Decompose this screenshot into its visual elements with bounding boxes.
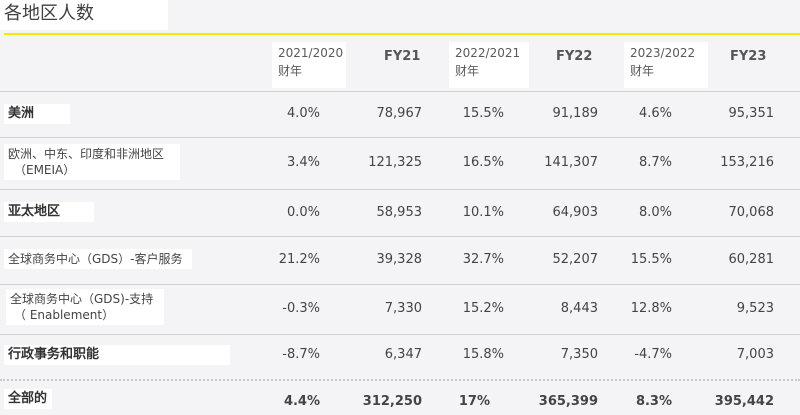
row-separator [0,334,800,335]
header-fy22: FY22 [556,49,593,64]
table-total-row: 全部的 4.4% 312,250 17% 365,399 8.3% 395,44… [0,382,800,415]
row-label: 全球商务中心（GDS）-客户服务 [4,249,192,269]
total-fy21: 312,250 [362,394,422,409]
total-label: 全部的 [4,389,52,409]
row-label: 美洲 [4,104,70,124]
cell-fy23: 70,068 [728,205,775,220]
header-growth-2023-sub: 财年 [630,64,655,78]
cell-growth-2022: 10.1% [462,205,504,220]
total-fy22: 365,399 [538,394,598,409]
header-growth-2021: 2021/2020 财年 [272,42,346,88]
header-growth-2022: 2022/2021 财年 [449,42,529,88]
cell-growth-2023: 12.8% [630,301,672,316]
cell-fy21: 121,325 [368,155,422,170]
row-separator [0,189,800,190]
cell-growth-2023: 8.0% [638,205,672,220]
header-growth-2021-sub: 财年 [278,64,303,78]
row-label: 全球商务中心（GDS)-支持 （ Enablement） [6,289,164,325]
cell-fy22: 91,189 [552,106,599,121]
cell-growth-2021: -0.3% [282,301,320,316]
cell-fy22: 52,207 [552,252,599,267]
row-label-line2: （EMEIA） [14,163,76,177]
header-growth-2021-label: 2021/2020 [278,46,344,60]
cell-growth-2022: 16.5% [462,155,504,170]
table-row: 全球商务中心（GDS)-支持 （ Enablement） -0.3% 7,330… [0,285,800,333]
row-label-line1: 全球商务中心（GDS)-支持 [10,292,154,306]
header-growth-2022-sub: 财年 [455,64,480,78]
cell-fy23: 95,351 [728,106,775,121]
cell-fy22: 7,350 [560,347,598,362]
page-title: 各地区人数 [0,0,168,30]
cell-growth-2021: 3.4% [286,155,320,170]
row-label: 亚太地区 [4,202,94,222]
cell-fy23: 9,523 [736,301,774,316]
row-label-line1: 欧洲、中东、印度和非洲地区 [8,147,165,161]
cell-fy22: 8,443 [560,301,598,316]
cell-growth-2023: 8.7% [638,155,672,170]
cell-growth-2023: -4.7% [634,347,672,362]
cell-growth-2022: 15.8% [462,347,504,362]
cell-fy21: 58,953 [376,205,423,220]
table-row: 亚太地区 0.0% 58,953 10.1% 64,903 8.0% 70,06… [0,190,800,235]
row-label-line2: （ Enablement） [14,308,115,322]
total-growth-2021: 4.4% [283,394,320,409]
row-separator [0,137,800,138]
row-separator [0,284,800,285]
cell-growth-2022: 32.7% [462,252,504,267]
header-growth-2023-label: 2023/2022 [630,46,696,60]
cell-growth-2021: 0.0% [286,205,320,220]
cell-fy21: 6,347 [384,347,422,362]
row-separator [0,236,800,237]
header-growth-2023: 2023/2022 财年 [624,42,708,88]
cell-fy22: 64,903 [552,205,599,220]
header-growth-2022-label: 2022/2021 [455,46,521,60]
cell-fy23: 153,216 [720,155,774,170]
cell-growth-2022: 15.2% [462,301,504,316]
cell-fy23: 7,003 [736,347,774,362]
title-underline [4,33,800,35]
cell-fy22: 141,307 [544,155,598,170]
cell-fy21: 7,330 [384,301,422,316]
total-growth-2022: 17% [458,394,490,409]
header-separator [0,91,800,92]
total-separator [0,379,800,381]
cell-fy23: 60,281 [728,252,775,267]
table-row: 行政事务和职能 -8.7% 6,347 15.8% 7,350 -4.7% 7,… [0,335,800,377]
cell-growth-2021: 4.0% [286,106,320,121]
table-row: 美洲 4.0% 78,967 15.5% 91,189 4.6% 95,351 [0,92,800,136]
cell-growth-2023: 4.6% [638,106,672,121]
cell-growth-2022: 15.5% [462,106,504,121]
cell-growth-2023: 15.5% [630,252,672,267]
cell-growth-2021: -8.7% [282,347,320,362]
total-fy23: 395,442 [714,394,774,409]
header-fy23: FY23 [730,49,767,64]
table-row: 欧洲、中东、印度和非洲地区 （EMEIA） 3.4% 121,325 16.5%… [0,138,800,188]
table-row: 全球商务中心（GDS）-客户服务 21.2% 39,328 32.7% 52,2… [0,237,800,283]
header-fy21: FY21 [384,49,421,64]
cell-fy21: 39,328 [376,252,423,267]
cell-growth-2021: 21.2% [278,252,320,267]
total-growth-2023: 8.3% [635,394,672,409]
row-label: 欧洲、中东、印度和非洲地区 （EMEIA） [4,144,180,180]
cell-fy21: 78,967 [376,106,423,121]
row-label: 行政事务和职能 [4,345,230,365]
